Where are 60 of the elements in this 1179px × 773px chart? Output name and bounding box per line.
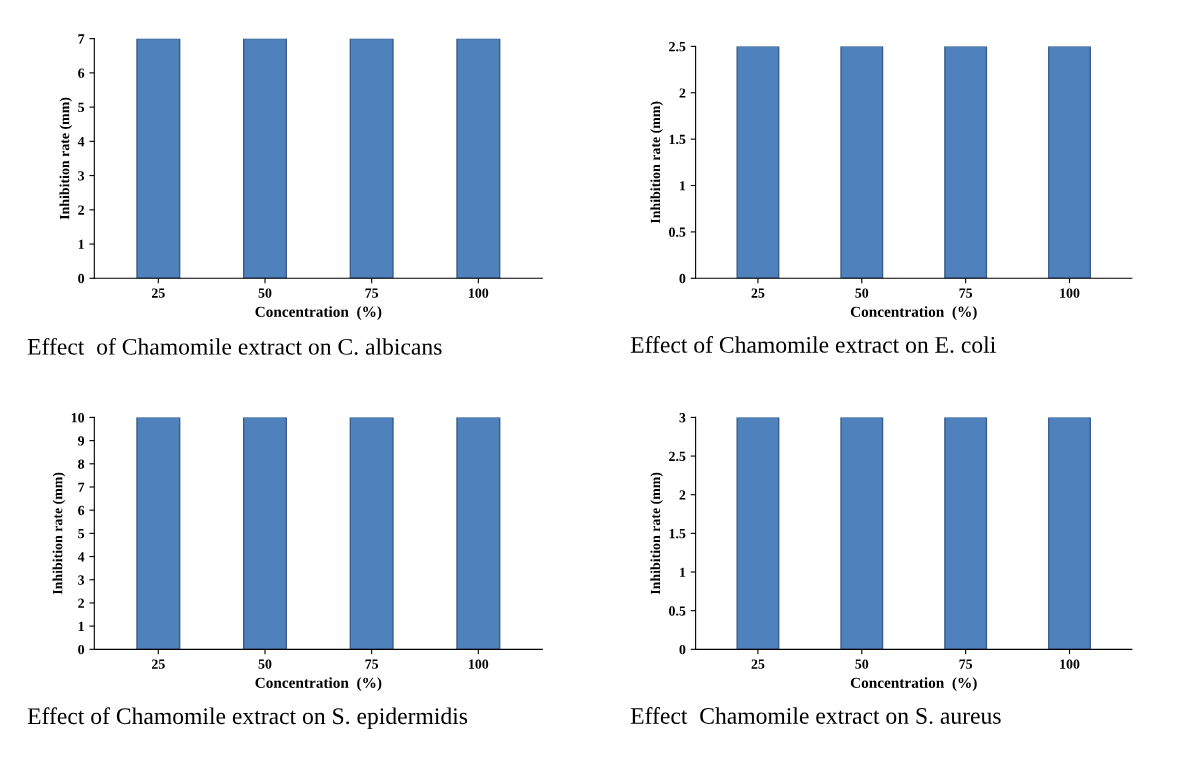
x-tick-label: 100: [1060, 288, 1080, 298]
y-tick-label: 1: [680, 567, 686, 577]
x-tick-label: 100: [469, 659, 489, 669]
y-tick-label: 4: [77, 552, 85, 562]
y-tick-label: 1.5: [669, 529, 686, 539]
y-tick-label: 8: [78, 459, 85, 469]
x-tick-label: 25: [151, 288, 165, 298]
x-axis-title: Concentration (%): [850, 306, 977, 321]
y-axis-title: Inhibition rate (mm): [59, 97, 73, 220]
text: Effect of Chamomile extract on S. epidermidis: [27, 707, 468, 729]
y-tick-label: 0: [679, 644, 686, 655]
y-tick-label: 9: [78, 436, 85, 446]
x-tick-label: 50: [855, 288, 869, 298]
x-tick-label: 50: [258, 288, 272, 298]
y-tick-label: 1: [680, 181, 686, 191]
y-axis-title: Inhibition rate (mm): [52, 472, 66, 595]
y-tick-label: 2: [78, 205, 84, 215]
text: Effect of Chamomile extract on E. coli: [630, 336, 996, 353]
x-tick-label: 25: [751, 659, 765, 669]
y-tick-label: 1: [78, 621, 84, 631]
y-tick-label: 1: [78, 239, 84, 249]
x-axis-title: Concentration (%): [850, 677, 977, 692]
y-tick-label: 5: [78, 529, 85, 539]
y-tick-label: 7: [78, 34, 85, 44]
y-axis-title: Inhibition rate (mm): [650, 472, 663, 595]
y-tick-label: 0: [679, 273, 686, 284]
y-tick-label: 5: [78, 102, 85, 113]
y-tick-label: 10: [71, 413, 85, 423]
x-tick-label: 75: [365, 288, 379, 298]
x-tick-label: 50: [258, 659, 272, 669]
y-tick-label: 2.5: [669, 451, 686, 462]
y-tick-label: 2: [679, 88, 686, 98]
x-tick-label: 100: [1060, 659, 1080, 669]
x-tick-label: 25: [151, 659, 165, 669]
x-tick-label: 75: [959, 659, 973, 669]
y-tick-label: 2: [679, 490, 686, 500]
y-tick-label: 7: [78, 482, 85, 492]
y-tick-label: 6: [78, 505, 85, 516]
text: Effect of Chamomile extract on C. albicans: [27, 337, 442, 355]
x-tick-label: 50: [855, 659, 869, 669]
text: Effect Chamomile extract on S. aureus: [630, 707, 1001, 725]
x-tick-label: 75: [365, 659, 379, 669]
x-axis-title: Concentration (%): [255, 677, 382, 692]
y-tick-label: 2: [78, 598, 84, 608]
y-tick-label: 3: [78, 575, 85, 585]
y-tick-label: 4: [77, 137, 85, 147]
y-tick-label: 3: [78, 171, 85, 181]
x-tick-label: 75: [959, 288, 973, 298]
x-axis-title: Concentration (%): [255, 306, 382, 321]
y-tick-label: 1.5: [669, 134, 686, 145]
x-tick-label: 100: [469, 288, 489, 298]
y-tick-label: 0.5: [669, 606, 686, 616]
y-tick-label: 0: [78, 644, 85, 655]
y-tick-label: 3: [679, 413, 686, 423]
y-tick-label: 0.5: [669, 227, 686, 237]
y-tick-label: 6: [78, 68, 85, 78]
x-tick-label: 25: [751, 288, 765, 298]
y-axis-title: Inhibition rate (mm): [650, 101, 663, 224]
y-tick-label: 2.5: [669, 42, 686, 52]
y-tick-label: 0: [78, 273, 85, 284]
